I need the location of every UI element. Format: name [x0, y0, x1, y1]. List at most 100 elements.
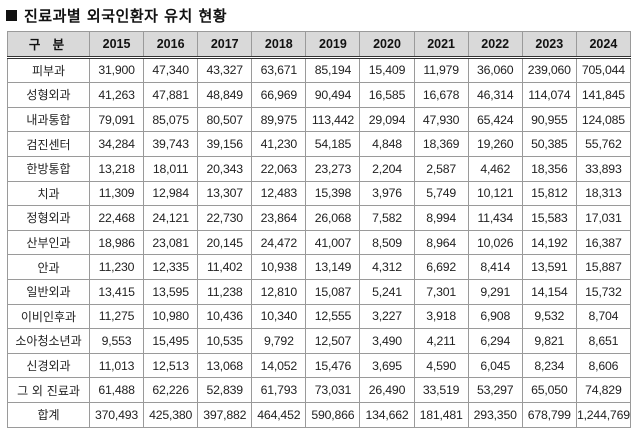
- cell-2022: 19,260: [467, 131, 523, 157]
- cell-2022: 36,060: [467, 56, 523, 84]
- cell-2024: 33,893: [575, 155, 631, 182]
- cell-2020: 16,585: [359, 82, 415, 108]
- cell-2018: 24,472: [251, 229, 307, 256]
- cell-2023: 9,821: [521, 328, 577, 354]
- table-row: 성형외과 41,263 47,881 48,849 66,969 90,494 16,585…: [7, 82, 631, 108]
- cell-2016: 10,980: [143, 303, 199, 330]
- row-label: 신경외과: [7, 352, 90, 379]
- cell-2018: 63,671: [251, 56, 307, 84]
- cell-2022: 10,121: [467, 180, 523, 207]
- row-label: 내과통합: [7, 106, 90, 133]
- cell-2021: 3,918: [413, 303, 469, 330]
- cell-2021: 6,692: [413, 254, 469, 280]
- cell-2023: 239,060: [521, 56, 577, 84]
- cell-2018: 12,483: [251, 180, 307, 207]
- cell-2015: 18,986: [88, 229, 145, 256]
- cell-2020: 134,662: [359, 401, 415, 428]
- cell-2024: 74,829: [575, 377, 631, 403]
- cell-2016: 39,743: [143, 131, 199, 157]
- cell-2023: 114,074: [521, 82, 577, 108]
- cell-2017: 52,839: [197, 377, 253, 403]
- cell-2018: 464,452: [251, 401, 307, 428]
- cell-2021: 16,678: [413, 82, 469, 108]
- cell-2017: 39,156: [197, 131, 253, 157]
- header-year-2019: 2019: [305, 31, 361, 59]
- cell-2022: 53,297: [467, 377, 523, 403]
- cell-2018: 66,969: [251, 82, 307, 108]
- cell-2018: 10,340: [251, 303, 307, 330]
- row-label: 치과: [7, 180, 90, 207]
- cell-2023: 15,812: [521, 180, 577, 207]
- cell-2023: 13,591: [521, 254, 577, 280]
- cell-2021: 8,994: [413, 205, 469, 231]
- cell-2017: 43,327: [197, 56, 253, 84]
- cell-2024: 705,044: [575, 56, 631, 84]
- cell-2020: 15,409: [359, 56, 415, 84]
- row-label: 안과: [7, 254, 90, 280]
- cell-2021: 7,301: [413, 278, 469, 305]
- row-label: 이비인후과: [7, 303, 90, 330]
- cell-2015: 31,900: [88, 56, 145, 84]
- cell-2017: 11,238: [197, 278, 253, 305]
- cell-2019: 54,185: [305, 131, 361, 157]
- header-year-2024: 2024: [575, 31, 631, 59]
- row-label: 일반외과: [7, 278, 90, 305]
- cell-2023: 50,385: [521, 131, 577, 157]
- cell-2020: 3,490: [359, 328, 415, 354]
- cell-2021: 181,481: [413, 401, 469, 428]
- row-label: 한방통합: [7, 155, 90, 182]
- cell-2019: 15,476: [305, 352, 361, 379]
- row-label: 피부과: [7, 56, 90, 84]
- cell-2019: 90,494: [305, 82, 361, 108]
- cell-2024: 16,387: [575, 229, 631, 256]
- cell-2018: 23,864: [251, 205, 307, 231]
- cell-2024: 55,762: [575, 131, 631, 157]
- cell-2020: 4,312: [359, 254, 415, 280]
- cell-2020: 8,509: [359, 229, 415, 256]
- cell-2019: 590,866: [305, 401, 361, 428]
- cell-2018: 89,975: [251, 106, 307, 133]
- cell-2024: 141,845: [575, 82, 631, 108]
- cell-2019: 85,194: [305, 56, 361, 84]
- cell-2016: 12,513: [143, 352, 199, 379]
- header-year-2016: 2016: [143, 31, 199, 59]
- row-label: 산부인과: [7, 229, 90, 256]
- cell-2023: 65,050: [521, 377, 577, 403]
- cell-2019: 15,087: [305, 278, 361, 305]
- cell-2021: 5,749: [413, 180, 469, 207]
- cell-2015: 11,230: [88, 254, 145, 280]
- cell-2021: 4,211: [413, 328, 469, 354]
- cell-2022: 6,294: [467, 328, 523, 354]
- cell-2017: 20,343: [197, 155, 253, 182]
- cell-2015: 11,309: [88, 180, 145, 207]
- cell-2019: 12,507: [305, 328, 361, 354]
- cell-2016: 47,881: [143, 82, 199, 108]
- cell-2020: 26,490: [359, 377, 415, 403]
- cell-2018: 12,810: [251, 278, 307, 305]
- table-row: 소아청소년과 9,553 15,495 10,535 9,792 12,507 3,490 4…: [7, 328, 631, 354]
- table-row: 신경외과 11,013 12,513 13,068 14,052 15,476 3,695 4…: [7, 352, 631, 379]
- header-year-2020: 2020: [359, 31, 415, 59]
- table-row: 내과통합 79,091 85,075 80,507 89,975 113,442 29,09…: [7, 106, 631, 133]
- cell-2024: 1,244,769: [575, 401, 631, 428]
- cell-2022: 11,434: [467, 205, 523, 231]
- table-row: 일반외과 13,415 13,595 11,238 12,810 15,087 5,241 7…: [7, 278, 631, 305]
- cell-2016: 85,075: [143, 106, 199, 133]
- cell-2019: 23,273: [305, 155, 361, 182]
- cell-2020: 3,976: [359, 180, 415, 207]
- cell-2022: 4,462: [467, 155, 523, 182]
- cell-2022: 10,026: [467, 229, 523, 256]
- cell-2021: 47,930: [413, 106, 469, 133]
- cell-2018: 14,052: [251, 352, 307, 379]
- row-label: 합계: [7, 401, 90, 428]
- cell-2016: 425,380: [143, 401, 199, 428]
- header-year-2018: 2018: [251, 31, 307, 59]
- cell-2017: 11,402: [197, 254, 253, 280]
- cell-2015: 11,013: [88, 352, 145, 379]
- cell-2015: 13,415: [88, 278, 145, 305]
- table-row: 검진센터 34,284 39,743 39,156 41,230 54,185 4,848 1…: [7, 131, 631, 157]
- cell-2019: 15,398: [305, 180, 361, 207]
- cell-2020: 4,848: [359, 131, 415, 157]
- cell-2021: 4,590: [413, 352, 469, 379]
- cell-2015: 22,468: [88, 205, 145, 231]
